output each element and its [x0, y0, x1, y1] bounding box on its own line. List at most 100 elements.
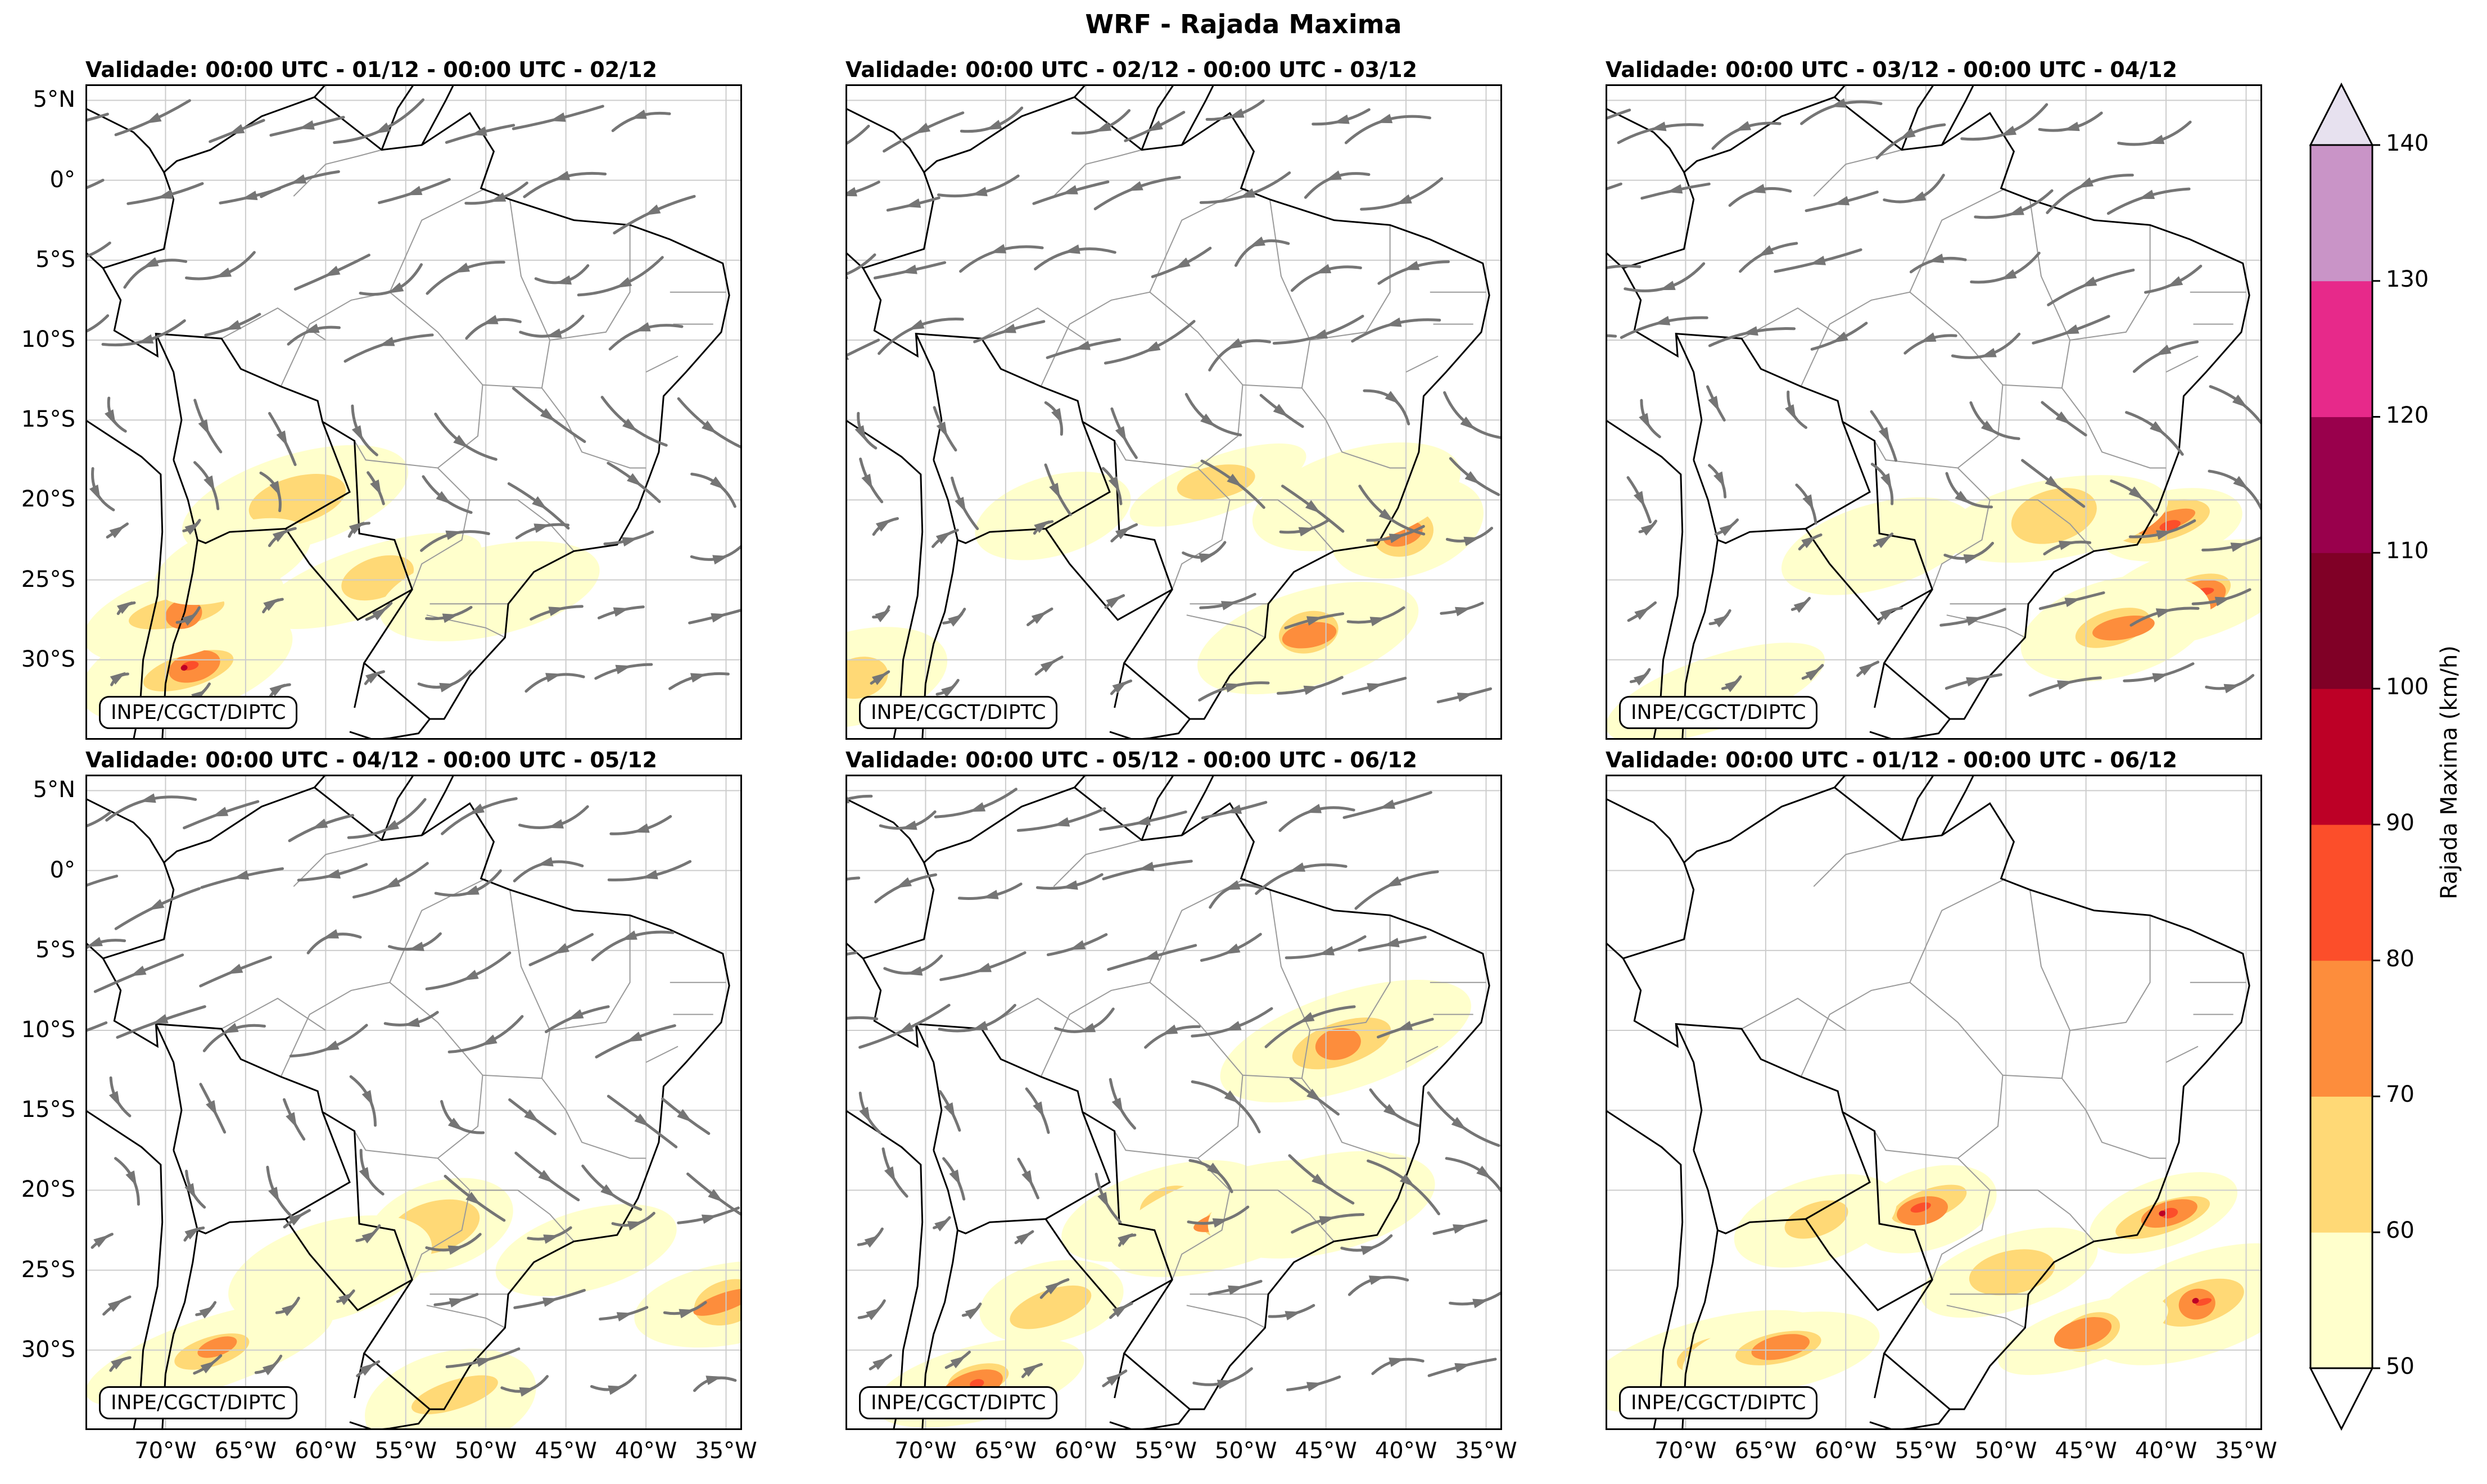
- streamline-arrow: [1051, 408, 1062, 424]
- streamline-arrow: [2000, 125, 2017, 136]
- streamlines: [85, 793, 742, 1397]
- streamline-arrow: [1161, 1024, 1178, 1035]
- streamlines: [845, 99, 1502, 704]
- streamline-arrow: [2128, 486, 2144, 500]
- streamline-arrow: [105, 409, 116, 426]
- streamline-arrow: [971, 1021, 988, 1030]
- streamline-arrow: [199, 1306, 215, 1319]
- streamline-arrow: [338, 1292, 354, 1305]
- streamline-arrow: [613, 607, 630, 617]
- streamline: [845, 951, 857, 956]
- streamline-arrow: [139, 793, 156, 803]
- lat-tick-label: 5°S: [35, 936, 75, 963]
- neighbor-border: [1717, 421, 1871, 544]
- streamline-arrow: [701, 1214, 718, 1224]
- andes-border: [1681, 459, 1719, 740]
- streamline-arrow: [1228, 1285, 1244, 1295]
- streamline-arrow: [608, 1385, 625, 1395]
- streamline-arrow: [110, 672, 126, 685]
- lon-tick-label: 55°W: [1894, 1438, 1957, 1464]
- streamline-arrow: [2064, 598, 2081, 607]
- neighbor-border: [1874, 663, 1885, 708]
- state-border: [469, 499, 575, 552]
- streamline-arrow: [454, 263, 470, 273]
- streamline: [85, 112, 109, 123]
- streamline-arrow: [1472, 1298, 1489, 1309]
- colorbar-tick-label: 100: [2386, 674, 2429, 700]
- lat-tick-label: 0°: [49, 166, 75, 193]
- streamline-arrow: [616, 1312, 633, 1322]
- map-panel: [845, 84, 1502, 740]
- neighbor-border: [1141, 775, 1175, 841]
- lat-tick-label: 5°N: [33, 777, 75, 803]
- streamline-arrow: [116, 601, 133, 614]
- streamline-arrow: [567, 1009, 584, 1020]
- gust-patch: [845, 657, 888, 699]
- map-panel: [1606, 84, 2262, 740]
- streamline-arrow: [1900, 128, 1916, 139]
- streamline-arrow: [642, 870, 658, 880]
- streamline-arrow: [323, 1040, 340, 1051]
- streamline-arrow: [1224, 880, 1241, 890]
- map-panel: [85, 84, 742, 740]
- streamline-arrow: [1360, 1246, 1377, 1255]
- streamline-arrow: [130, 965, 147, 976]
- state-border: [1932, 467, 1991, 590]
- streamline-arrow: [436, 491, 451, 504]
- credit-label: INPE/CGCT/DIPTC: [1619, 696, 1818, 729]
- streamline-arrow: [533, 523, 550, 533]
- streamline-arrow: [1034, 520, 1050, 533]
- andes-border: [921, 459, 958, 740]
- streamline-arrow: [212, 807, 229, 817]
- gust-patch: [1282, 622, 1337, 649]
- neighbor-border: [1181, 84, 1215, 146]
- streamline-arrow: [1319, 1216, 1336, 1226]
- streamline-arrow: [299, 120, 315, 130]
- lat-tick-label: 25°S: [21, 1256, 75, 1283]
- state-border: [1405, 1046, 1439, 1063]
- streamline-arrow: [1021, 1170, 1033, 1187]
- neighbor-border: [381, 775, 415, 841]
- gust-patch: [1010, 1285, 1092, 1329]
- state-border: [1813, 149, 1902, 197]
- streamline-arrow: [1368, 1275, 1385, 1285]
- streamline-arrow: [548, 819, 564, 829]
- lon-tick-label: 45°W: [535, 1438, 597, 1464]
- streamline-arrow: [206, 1100, 217, 1116]
- streamline-arrow: [1306, 1088, 1322, 1102]
- streamline-arrow: [361, 1090, 373, 1106]
- streamline-arrow: [1650, 121, 1667, 132]
- state-border: [1800, 878, 2006, 1077]
- streamline-arrow: [1454, 1363, 1471, 1373]
- streamline-arrow: [374, 122, 391, 134]
- streamline-arrow: [2057, 680, 2073, 690]
- streamline-arrow: [1226, 804, 1242, 814]
- streamline-arrow: [1966, 677, 1982, 687]
- streamline-arrow: [1305, 804, 1322, 813]
- streamline-arrow: [1640, 523, 1657, 536]
- streamline-arrow: [1333, 114, 1350, 124]
- lat-tick-label: 15°S: [21, 1097, 75, 1123]
- state-border: [1989, 1189, 2095, 1242]
- state-border: [1946, 1305, 2025, 1328]
- state-border: [549, 225, 631, 341]
- state-border: [1800, 188, 2006, 387]
- streamline-arrow: [1379, 799, 1396, 809]
- streamline-arrow: [677, 1109, 693, 1123]
- state-border: [1405, 355, 1439, 373]
- streamline-arrow: [2230, 542, 2247, 552]
- streamline-arrow: [627, 473, 643, 487]
- streamline-arrow: [1147, 120, 1163, 132]
- streamline-arrow: [1224, 943, 1241, 954]
- streamline-arrow: [545, 328, 562, 338]
- lon-tick-label: 35°W: [695, 1438, 757, 1464]
- streamline-arrow: [269, 684, 286, 696]
- streamline-arrow: [1385, 317, 1402, 327]
- state-border: [1229, 499, 1335, 552]
- streamline-arrow: [1115, 526, 1131, 540]
- streamline-arrow: [524, 1109, 540, 1123]
- neighbor-border: [381, 84, 415, 151]
- state-border: [1874, 291, 2004, 469]
- streamline-arrow: [406, 186, 423, 196]
- streamline-arrow: [349, 521, 365, 535]
